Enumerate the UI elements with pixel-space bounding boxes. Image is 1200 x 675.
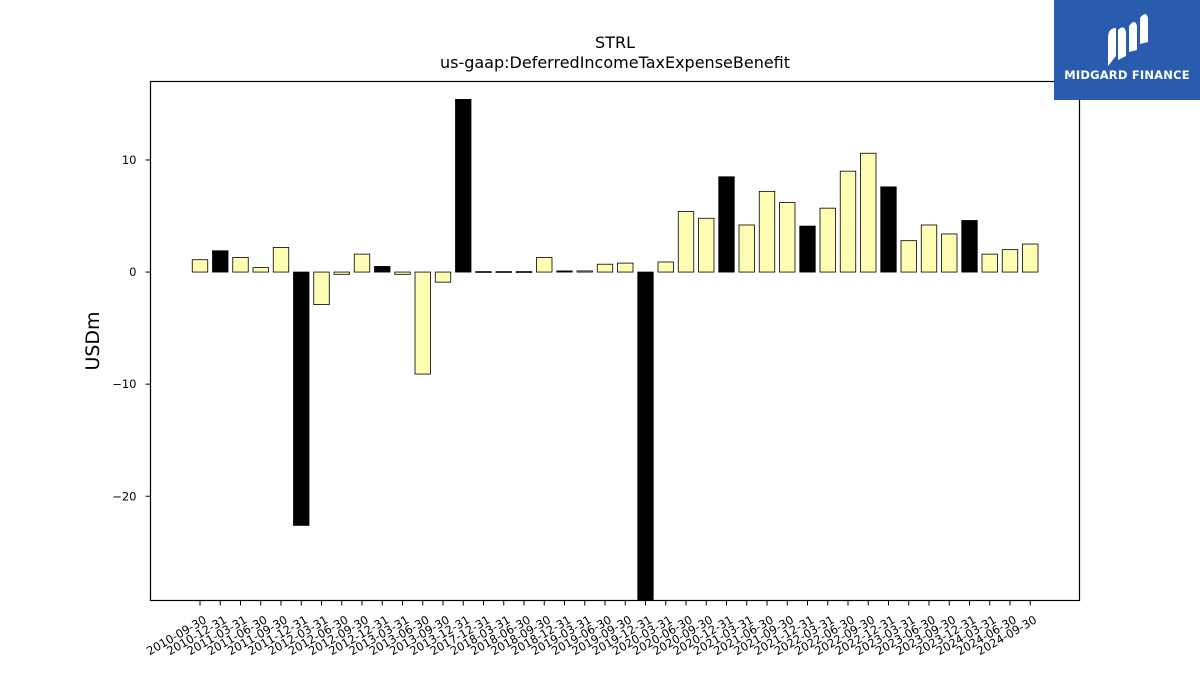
bar-2024-06-30 (1001, 249, 1019, 273)
bar-2011-03-31 (232, 257, 249, 273)
bar-2021-09-30 (779, 202, 796, 273)
chart-title: STRL (595, 33, 635, 52)
bar-2024-09-30 (1022, 243, 1039, 273)
bar-2024-03-31 (981, 253, 998, 273)
bar-2011-09-30 (272, 247, 290, 273)
bar-2013-03-31 (394, 271, 411, 275)
bars-group (191, 99, 1039, 601)
bar-2022-12-31 (880, 186, 897, 273)
bar-2023-03-31 (900, 240, 917, 273)
chart-subtitle: us-gaap:DeferredIncomeTaxExpenseBenefit (440, 53, 790, 72)
bar-2018-12-31 (556, 270, 573, 273)
y-tick-label: 0 (129, 265, 136, 279)
y-tick-label: 10 (122, 153, 137, 167)
bar-2011-12-31 (293, 271, 310, 526)
bar-2010-12-31 (212, 250, 229, 273)
bar-2019-06-30 (596, 263, 614, 273)
bar-2013-09-30 (434, 271, 452, 283)
bar-2010-09-30 (191, 259, 209, 273)
y-axis: −20 −10 0 10 (112, 153, 151, 503)
bar-2021-12-31 (799, 225, 816, 273)
bar-2018-06-30 (515, 271, 533, 273)
plot-frame (149, 80, 1081, 602)
bar-2012-09-30 (353, 253, 371, 273)
bar-2012-03-31 (313, 271, 330, 305)
bar-2012-06-30 (333, 271, 350, 275)
bar-2022-03-31 (819, 207, 836, 273)
midgard-logo-icon (1108, 14, 1148, 66)
bar-2013-12-31 (455, 99, 472, 273)
bar-2013-06-30 (414, 271, 431, 375)
bar-2019-03-31 (576, 270, 593, 273)
bar-2021-06-30 (758, 190, 776, 273)
y-axis-label: USDm (82, 311, 104, 370)
bar-2018-03-31 (495, 271, 512, 273)
bar-2018-09-30 (536, 257, 553, 273)
bar-2017-12-31 (475, 271, 492, 273)
bar-2022-06-30 (839, 170, 857, 273)
x-axis: 2010-09-302010-12-312011-03-312011-06-30… (144, 600, 1039, 658)
bar-2023-06-30 (920, 224, 938, 273)
bar-2020-03-31 (657, 261, 674, 273)
bar-2020-09-30 (698, 217, 715, 273)
bar-2023-09-30 (941, 233, 958, 273)
bar-2020-06-30 (677, 211, 695, 273)
bar-2019-09-30 (617, 262, 634, 273)
bar-2020-12-31 (718, 176, 735, 273)
bar-2012-12-31 (374, 266, 391, 273)
y-tick-label: −20 (112, 489, 136, 503)
bar-2021-03-31 (738, 224, 755, 273)
logo-text: MIDGARD FINANCE (1064, 68, 1190, 82)
bar-2023-12-31 (961, 220, 978, 273)
bar-2019-12-31 (637, 271, 654, 601)
y-tick-label: −10 (112, 377, 136, 391)
brand-logo: MIDGARD FINANCE (1054, 0, 1200, 100)
bar-2022-09-30 (860, 152, 877, 273)
bar-2011-06-30 (252, 267, 269, 273)
